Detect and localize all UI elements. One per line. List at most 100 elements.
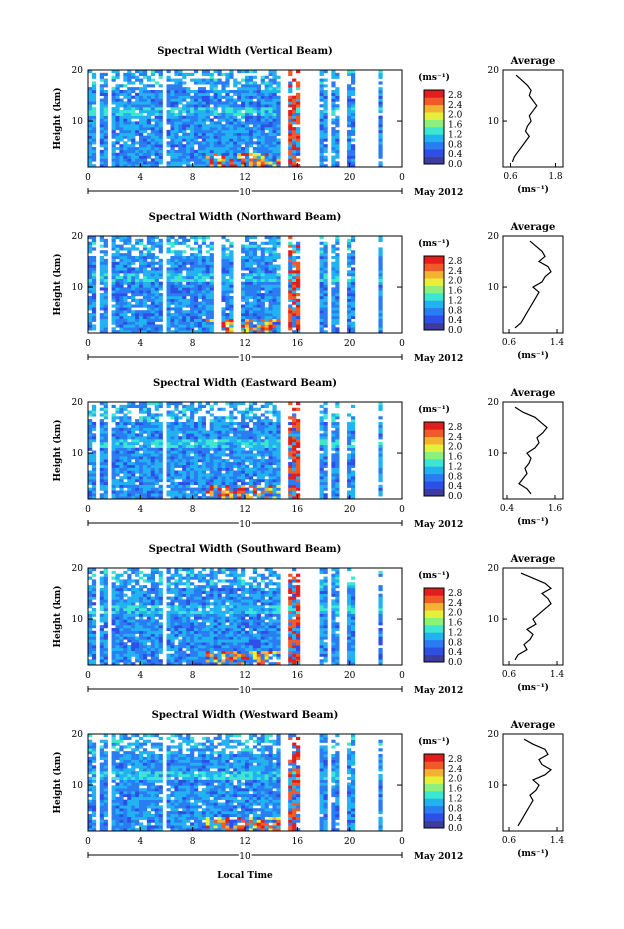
heatmap-cell bbox=[88, 324, 93, 328]
heatmap-cell bbox=[190, 95, 195, 99]
heatmap-cell bbox=[256, 447, 261, 451]
heatmap-cell bbox=[88, 107, 93, 111]
heatmap-cell bbox=[178, 476, 183, 480]
heatmap-cell bbox=[186, 330, 191, 334]
heatmap-cell bbox=[323, 473, 328, 477]
heatmap-cell bbox=[288, 89, 293, 94]
heatmap-cell bbox=[241, 490, 246, 494]
heatmap-cell bbox=[260, 441, 265, 446]
average-title: Average bbox=[510, 222, 556, 233]
heatmap-cell bbox=[221, 476, 226, 480]
heatmap-cell bbox=[268, 70, 273, 74]
heatmap-cell bbox=[115, 118, 120, 122]
heatmap-cell bbox=[245, 147, 250, 151]
heatmap-cell bbox=[229, 416, 234, 420]
heatmap-cell bbox=[146, 467, 152, 471]
heatmap-cell bbox=[150, 424, 156, 428]
heatmap-cell bbox=[170, 410, 175, 414]
heatmap-cell bbox=[221, 72, 226, 76]
heatmap-cell bbox=[142, 124, 148, 128]
heatmap-cell bbox=[91, 112, 97, 116]
heatmap-cell bbox=[292, 290, 297, 294]
heatmap-cell bbox=[205, 112, 210, 116]
heatmap-cell bbox=[111, 447, 116, 451]
heatmap-cell bbox=[205, 78, 210, 82]
heatmap-cell bbox=[139, 152, 144, 156]
heatmap-cell bbox=[123, 327, 128, 331]
heatmap-cell bbox=[350, 70, 356, 74]
heatmap-cell bbox=[256, 98, 261, 102]
heatmap-cell bbox=[91, 275, 97, 280]
heatmap-cell bbox=[174, 453, 179, 457]
heatmap-cell bbox=[217, 464, 222, 468]
heatmap-cell bbox=[146, 101, 152, 105]
heatmap-cell bbox=[150, 301, 156, 305]
heatmap-cell bbox=[190, 144, 195, 148]
heatmap-cell bbox=[127, 161, 132, 165]
colorbar-tick-label: 0.0 bbox=[448, 160, 463, 170]
heatmap-cell bbox=[197, 141, 203, 145]
heatmap-cell bbox=[158, 315, 163, 320]
heatmap-cell bbox=[323, 318, 328, 322]
heatmap-cell bbox=[186, 467, 191, 471]
heatmap-cell bbox=[193, 304, 199, 308]
heatmap-cell bbox=[205, 264, 210, 268]
heatmap-cell bbox=[248, 290, 254, 294]
heatmap-cell bbox=[350, 89, 356, 94]
heatmap-cell bbox=[221, 161, 226, 165]
heatmap-cell bbox=[268, 467, 273, 471]
heatmap-cell bbox=[378, 278, 383, 282]
heatmap-cell bbox=[174, 310, 179, 314]
heatmap-cell bbox=[225, 430, 230, 434]
heatmap-cell bbox=[256, 493, 261, 497]
heatmap-cell bbox=[335, 327, 340, 331]
heatmap-cell bbox=[229, 413, 234, 417]
heatmap-cell bbox=[276, 313, 281, 317]
heatmap-cell bbox=[205, 101, 210, 105]
heatmap-cell bbox=[225, 427, 230, 431]
heatmap-cell bbox=[205, 456, 210, 460]
heatmap-cell bbox=[264, 459, 269, 463]
heatmap-cell bbox=[170, 459, 175, 463]
heatmap-cell bbox=[335, 284, 340, 288]
heatmap-cell bbox=[378, 104, 383, 108]
heatmap-cell bbox=[119, 318, 124, 322]
heatmap-cell bbox=[170, 127, 175, 131]
heatmap-cell bbox=[221, 95, 226, 99]
heatmap-cell bbox=[146, 273, 152, 277]
heatmap-cell bbox=[252, 258, 258, 262]
heatmap-cell bbox=[127, 307, 132, 311]
heatmap-cell bbox=[142, 470, 148, 474]
heatmap-cell bbox=[166, 101, 171, 105]
avg-x-tick-label: 1.6 bbox=[548, 504, 563, 514]
colorbar-tick-label: 2.4 bbox=[448, 267, 463, 277]
heatmap-cell bbox=[256, 407, 261, 411]
heatmap-cell bbox=[99, 479, 104, 483]
heatmap-cell bbox=[197, 112, 203, 116]
heatmap-cell bbox=[335, 278, 340, 282]
heatmap-cell bbox=[174, 253, 179, 257]
heatmap-cell bbox=[197, 164, 203, 168]
heatmap-cell bbox=[166, 315, 171, 320]
heatmap-cell bbox=[119, 158, 124, 162]
heatmap-cell bbox=[268, 310, 273, 314]
heatmap-cell bbox=[115, 407, 120, 411]
heatmap-cell bbox=[123, 461, 128, 466]
heatmap-cell bbox=[252, 141, 258, 145]
heatmap-cell bbox=[347, 459, 352, 463]
heatmap-cell bbox=[272, 255, 277, 260]
heatmap-cell bbox=[221, 484, 226, 488]
heatmap-cell bbox=[252, 310, 258, 314]
heatmap-cell bbox=[225, 75, 230, 79]
heatmap-cell bbox=[170, 278, 175, 282]
heatmap-cell bbox=[139, 453, 144, 457]
colorbar-swatch bbox=[424, 134, 444, 143]
heatmap-cell bbox=[127, 124, 132, 128]
heatmap-cell bbox=[296, 270, 301, 274]
heatmap-cell bbox=[225, 261, 230, 265]
heatmap-cell bbox=[182, 330, 187, 334]
heatmap-cell bbox=[296, 402, 301, 406]
heatmap-cell bbox=[323, 132, 328, 136]
heatmap-cell bbox=[276, 493, 281, 497]
heatmap-cell bbox=[150, 298, 156, 302]
